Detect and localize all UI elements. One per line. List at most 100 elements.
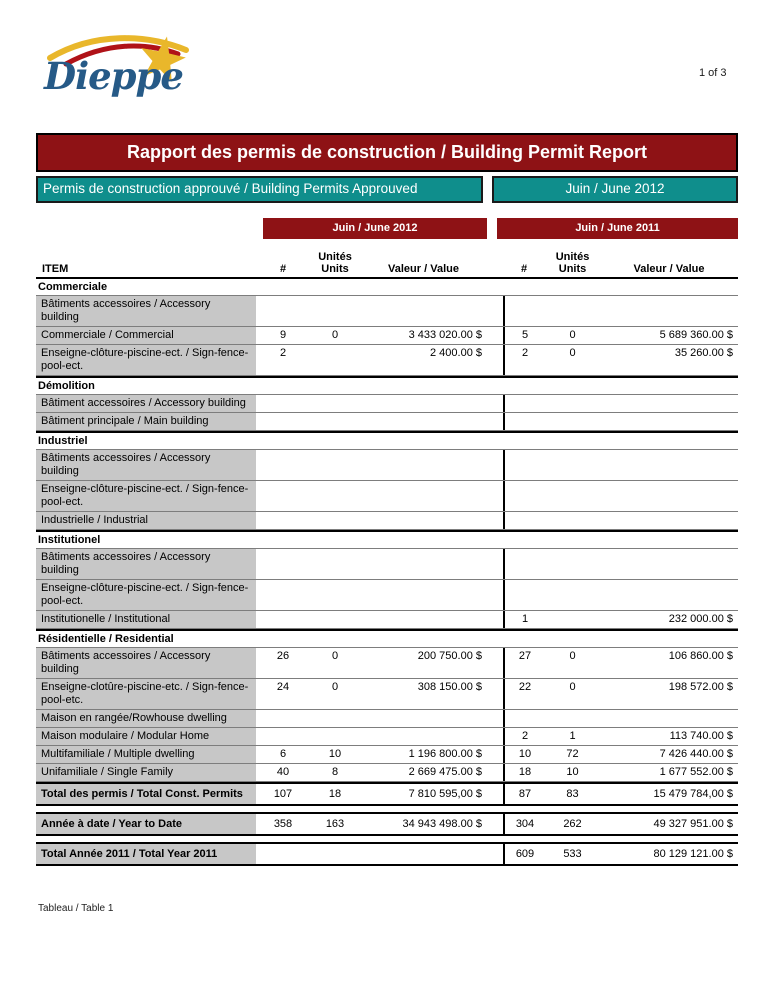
cell-value-2012	[360, 395, 487, 412]
cell-units-2011	[545, 580, 600, 610]
cell-count-2011	[503, 512, 545, 529]
cell-count-2012	[256, 413, 310, 430]
logo-wordmark: Dieppe	[44, 54, 184, 98]
cell-value-2011: 232 000.00 $	[668, 613, 733, 625]
cell-units-2012	[310, 728, 360, 745]
cell-count-2011: 18	[503, 764, 545, 781]
cell-value-2012	[360, 844, 487, 864]
cell-units-2012	[310, 512, 360, 529]
table-row: Bâtiments accessoires / Accessory buildi…	[36, 648, 738, 679]
table-row: Maison en rangée/Rowhouse dwelling	[36, 710, 738, 728]
cell-value-2011	[600, 395, 738, 412]
cell-count-2012	[256, 580, 310, 610]
cell-value-2011: 113 740.00 $	[669, 730, 733, 742]
row-label: Bâtiments accessoires / Accessory buildi…	[36, 648, 256, 678]
cell-units-2011: 10	[566, 766, 579, 778]
cell-count-2012	[256, 728, 310, 745]
cell-units-2011: 0	[569, 681, 576, 693]
section-row: Résidentielle / Residential	[36, 629, 738, 648]
cell-units-2012	[310, 549, 360, 579]
column-gap	[487, 611, 503, 628]
cell-value-2012	[360, 413, 487, 430]
cell-units-2012: 163	[325, 818, 345, 830]
row-label: Bâtiments accessoires / Accessory buildi…	[36, 549, 256, 579]
cell-units-2011: 262	[563, 818, 582, 830]
row-label: Bâtiments accessoires / Accessory buildi…	[36, 296, 256, 326]
cell-count-2012	[256, 481, 310, 511]
units-label-en: Units	[321, 263, 349, 275]
cell-count-2012: 358	[273, 818, 293, 830]
cell-units-2011: 0	[569, 650, 576, 662]
row-label: Unifamiliale / Single Family	[36, 764, 256, 781]
cell-value-2012	[360, 450, 487, 480]
column-header-item: ITEM	[42, 263, 69, 275]
cell-count-2011: 2	[503, 345, 545, 375]
group-header-2011: Juin / June 2011	[497, 218, 738, 239]
cell-value-2011	[600, 549, 738, 579]
cell-value-2012: 200 750.00 $	[417, 650, 482, 662]
cell-units-2012	[310, 395, 360, 412]
table-row: Bâtiments accessoires / Accessory buildi…	[36, 549, 738, 580]
column-gap	[487, 679, 503, 709]
column-header-units-2011: Unités Units	[545, 251, 600, 277]
cell-value-2011: 15 479 784,00 $	[653, 788, 733, 800]
section-row: Démolition	[36, 376, 738, 395]
cell-count-2012	[256, 395, 310, 412]
cell-count-2011	[503, 710, 545, 727]
cell-count-2011: 22	[503, 679, 545, 709]
row-label: Maison en rangée/Rowhouse dwelling	[36, 710, 256, 727]
cell-units-2012	[310, 481, 360, 511]
table-row: Commerciale / Commercial 9 0 3 433 020.00 $…	[36, 327, 738, 345]
cell-units-2012	[310, 413, 360, 430]
row-label: Multifamiliale / Multiple dwelling	[36, 746, 256, 763]
table-row: Enseigne-clotûre-piscine-etc. / Sign-fen…	[36, 679, 738, 710]
cell-units-2011: 1	[569, 730, 576, 742]
cell-value-2011	[600, 296, 738, 326]
cell-count-2011: 10	[503, 746, 545, 763]
table-row: Multifamiliale / Multiple dwelling 6 10 1 1…	[36, 746, 738, 764]
cell-units-2011	[545, 710, 600, 727]
cell-units-2012	[310, 844, 360, 864]
cell-units-2012	[310, 345, 360, 375]
table-row: Enseigne-clôture-piscine-ect. / Sign-fen…	[36, 580, 738, 611]
column-gap	[487, 580, 503, 610]
cell-count-2011: 2	[503, 728, 545, 745]
cell-value-2011: 49 327 951.00 $	[653, 818, 733, 830]
cell-units-2012: 18	[328, 788, 342, 800]
column-gap	[487, 345, 503, 375]
table-row: Maison modulaire / Modular Home 2 1 113 740…	[36, 728, 738, 746]
row-label: Enseigne-clôture-piscine-ect. / Sign-fen…	[36, 481, 256, 511]
column-gap	[487, 327, 503, 344]
table-row: Bâtiment principale / Main building	[36, 413, 738, 431]
cell-value-2012	[360, 549, 487, 579]
cell-count-2011: 1	[503, 611, 545, 628]
cell-count-2011: 27	[503, 648, 545, 678]
table-row: Unifamiliale / Single Family 40 8 2 669 475…	[36, 764, 738, 782]
cell-value-2011	[600, 450, 738, 480]
cell-count-2011	[503, 413, 545, 430]
row-label: Total Année 2011 / Total Year 2011	[36, 844, 256, 864]
column-gap	[487, 710, 503, 727]
cell-value-2012: 3 433 020.00 $	[408, 329, 482, 341]
cell-value-2011: 80 129 121.00 $	[653, 848, 733, 860]
column-gap	[487, 728, 503, 745]
section-row: Institutionel	[36, 530, 738, 549]
cell-count-2012	[256, 710, 310, 727]
cell-count-2011	[503, 549, 545, 579]
row-label: Institutionelle / Institutional	[36, 611, 256, 628]
cell-value-2012	[360, 611, 487, 628]
row-label: Bâtiments accessoires / Accessory buildi…	[36, 450, 256, 480]
cell-value-2011: 198 572.00 $	[668, 681, 733, 693]
cell-count-2011	[503, 450, 545, 480]
cell-value-2011	[600, 580, 738, 610]
section-row: Industriel	[36, 431, 738, 450]
cell-value-2012	[360, 580, 487, 610]
column-gap	[487, 549, 503, 579]
cell-count-2012: 26	[276, 650, 290, 662]
table-row: Bâtiments accessoires / Accessory buildi…	[36, 450, 738, 481]
cell-units-2011: 0	[569, 347, 576, 359]
column-gap	[487, 648, 503, 678]
units-label-fr: Unités	[318, 251, 352, 263]
cell-value-2012	[360, 728, 487, 745]
permit-table: Commerciale Bâtiments accessoires / Acces…	[36, 277, 738, 866]
